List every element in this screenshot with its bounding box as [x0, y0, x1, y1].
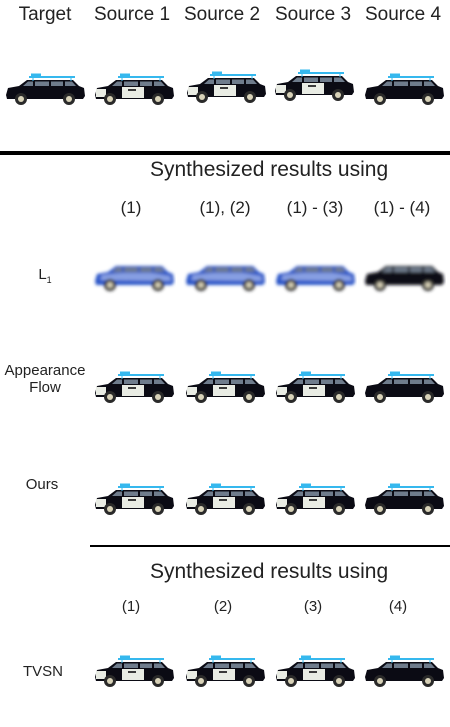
result-ours-3	[276, 483, 355, 515]
row-label-ours: Ours	[25, 476, 59, 493]
header-source-1: Source 1	[93, 4, 171, 25]
row-label-l1-text: L	[38, 266, 47, 283]
result-tvsn-4	[365, 655, 444, 687]
header-source-3: Source 3	[274, 4, 352, 25]
result-af-3	[276, 371, 355, 403]
section2-col-2: (2)	[213, 598, 233, 615]
car-source-2	[187, 71, 266, 103]
row-label-flow: Flow	[29, 379, 61, 396]
row-label-appearance: Appearance	[4, 362, 86, 379]
section1-col-3: (1) - (3)	[286, 198, 344, 217]
result-l1-1	[95, 266, 174, 291]
header-source-2: Source 2	[183, 4, 261, 25]
section2-title: Synthesized results using	[150, 560, 389, 583]
car-source-4	[365, 73, 444, 105]
result-tvsn-2	[186, 655, 265, 687]
row-label-l1-sub: 1	[46, 275, 52, 285]
result-af-2	[186, 371, 265, 403]
result-tvsn-3	[276, 655, 355, 687]
section2-col-1: (1)	[121, 598, 141, 615]
result-af-1	[95, 371, 174, 403]
section1-col-1: (1)	[120, 198, 142, 217]
row-label-appearance-flow: Appearance Flow	[0, 362, 90, 396]
separator-thick	[0, 151, 450, 155]
row-label-tvsn: TVSN	[22, 663, 63, 680]
row-label-l1: L1	[0, 266, 90, 289]
car-source-3	[275, 69, 354, 101]
section1-col-4: (1) - (4)	[373, 198, 431, 217]
header-source-4: Source 4	[364, 4, 442, 25]
section1-col-2: (1), (2)	[199, 198, 251, 217]
header-target: Target	[18, 4, 72, 25]
section1-title: Synthesized results using	[150, 158, 389, 181]
result-af-4	[365, 371, 444, 403]
result-ours-2	[186, 483, 265, 515]
result-ours-1	[95, 483, 174, 515]
result-l1-2	[186, 266, 265, 291]
car-target	[6, 73, 85, 105]
separator-thin	[90, 545, 450, 547]
section2-col-4: (4)	[388, 598, 408, 615]
result-l1-3	[276, 266, 355, 291]
section2-col-3: (3)	[303, 598, 323, 615]
result-l1-4	[365, 266, 444, 291]
result-tvsn-1	[95, 655, 174, 687]
car-source-1	[95, 73, 174, 105]
result-ours-4	[365, 483, 444, 515]
